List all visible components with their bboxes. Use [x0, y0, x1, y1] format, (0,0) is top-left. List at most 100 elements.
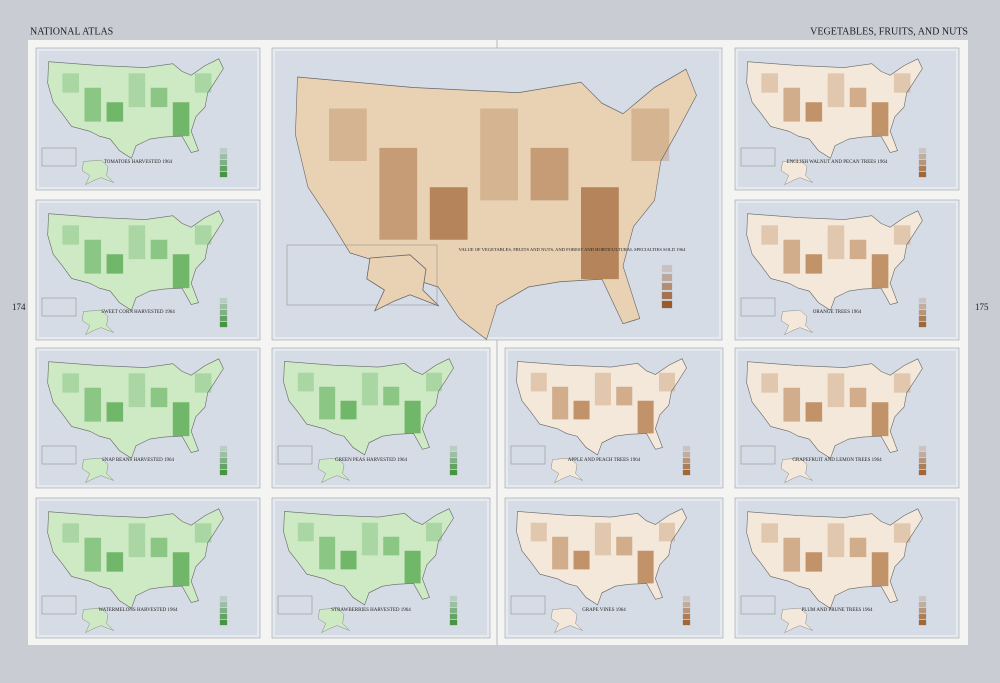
legend-swatch	[449, 595, 458, 602]
region-shading	[128, 225, 146, 260]
legend-swatch	[219, 159, 228, 166]
legend-swatch	[449, 469, 458, 476]
map-title: PLUM AND PRUNE TREES 1964	[801, 608, 873, 613]
legend-swatch	[449, 607, 458, 614]
region-shading	[530, 522, 547, 542]
legend-swatch	[661, 291, 673, 300]
region-shading	[616, 386, 633, 406]
map-title: GREEN PEAS HARVESTED 1964	[335, 458, 407, 463]
legend-swatch	[682, 613, 691, 620]
region-shading	[805, 552, 823, 572]
alaska-inset	[550, 457, 583, 483]
region-shading	[783, 537, 801, 572]
legend-swatch	[219, 601, 228, 608]
region-shading	[361, 372, 378, 406]
region-shading	[194, 225, 212, 245]
legend-swatch	[219, 469, 228, 476]
alaska-inset	[81, 457, 114, 483]
region-shading	[594, 372, 611, 406]
legend-swatch	[918, 297, 927, 304]
region-shading	[658, 522, 675, 542]
region-shading	[150, 87, 168, 108]
legend-swatch	[918, 147, 927, 154]
region-shading	[805, 254, 823, 274]
legend-swatch	[682, 601, 691, 608]
legend-swatch	[219, 451, 228, 458]
region-shading	[425, 372, 442, 392]
legend-swatch	[682, 469, 691, 476]
us-map	[47, 58, 224, 159]
region-shading	[340, 550, 357, 570]
region-shading	[871, 402, 889, 437]
inset-frame	[277, 445, 313, 465]
legend-swatch	[918, 457, 927, 464]
alaska-inset	[780, 457, 813, 483]
alaska-inset	[550, 607, 583, 633]
region-shading	[893, 523, 911, 543]
alaska-inset	[780, 309, 813, 335]
region-shading	[340, 400, 357, 420]
legend-swatch	[219, 445, 228, 452]
region-shading	[658, 372, 675, 392]
legend-swatch	[449, 613, 458, 620]
region-shading	[383, 536, 400, 556]
region-shading	[783, 239, 801, 274]
region-shading	[106, 402, 124, 422]
map-title: GRAPE VINES 1964	[582, 608, 626, 613]
legend-swatch	[682, 619, 691, 626]
inset-frame	[740, 147, 776, 167]
inset-frame	[41, 297, 77, 317]
legend-swatch	[918, 619, 927, 626]
legend-swatch	[449, 457, 458, 464]
region-shading	[106, 552, 124, 572]
region-shading	[379, 147, 418, 240]
us-map	[746, 58, 923, 159]
legend-swatch	[219, 153, 228, 160]
legend-swatch	[219, 315, 228, 322]
region-shading	[297, 522, 314, 542]
region-shading	[827, 523, 845, 558]
region-shading	[194, 373, 212, 393]
us-map	[516, 508, 687, 606]
header-right: VEGETABLES, FRUITS, AND NUTS	[810, 26, 968, 37]
us-map	[746, 508, 923, 609]
region-shading	[84, 87, 102, 122]
region-shading	[361, 522, 378, 556]
region-shading	[429, 187, 468, 240]
legend-swatch	[682, 595, 691, 602]
region-shading	[573, 400, 590, 420]
region-shading	[573, 550, 590, 570]
region-shading	[849, 239, 867, 260]
region-shading	[62, 225, 79, 245]
region-shading	[871, 102, 889, 137]
region-shading	[805, 402, 823, 422]
header-left: NATIONAL ATLAS	[30, 26, 113, 37]
region-shading	[827, 373, 845, 408]
region-shading	[849, 387, 867, 408]
legend-swatch	[918, 601, 927, 608]
alaska-inset	[780, 159, 813, 185]
legend-swatch	[449, 451, 458, 458]
alaska-inset	[366, 254, 440, 312]
inset-frame	[286, 244, 438, 306]
map-title: SWEET CORN HARVESTED 1964	[101, 310, 175, 315]
region-shading	[150, 537, 168, 558]
region-shading	[194, 523, 212, 543]
region-shading	[62, 523, 79, 543]
region-shading	[783, 87, 801, 122]
region-shading	[62, 373, 79, 393]
region-shading	[893, 73, 911, 93]
legend-swatch	[918, 309, 927, 316]
inset-frame	[740, 445, 776, 465]
region-shading	[805, 102, 823, 122]
page-number: 174	[12, 302, 26, 312]
region-shading	[172, 402, 190, 437]
legend-swatch	[219, 165, 228, 172]
region-shading	[319, 386, 336, 420]
inset-frame	[41, 445, 77, 465]
legend-swatch	[219, 463, 228, 470]
us-map	[283, 508, 454, 606]
legend-swatch	[219, 457, 228, 464]
legend-swatch	[918, 165, 927, 172]
region-shading	[172, 552, 190, 587]
